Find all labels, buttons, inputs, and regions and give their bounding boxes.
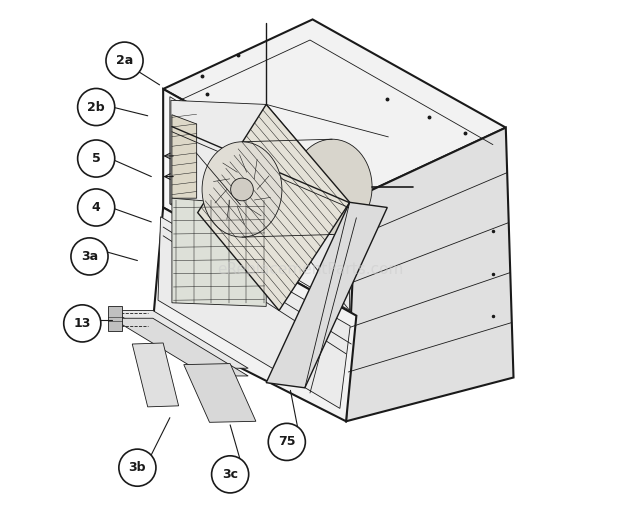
- Polygon shape: [153, 208, 356, 421]
- Text: 2a: 2a: [116, 54, 133, 67]
- Polygon shape: [112, 318, 248, 376]
- Polygon shape: [158, 217, 350, 408]
- Polygon shape: [198, 105, 350, 310]
- Text: 3b: 3b: [129, 461, 146, 474]
- Polygon shape: [170, 97, 350, 310]
- Polygon shape: [163, 19, 506, 197]
- Polygon shape: [108, 307, 122, 331]
- Text: 13: 13: [74, 317, 91, 330]
- Circle shape: [231, 178, 254, 201]
- Text: 3c: 3c: [222, 468, 238, 481]
- Circle shape: [71, 238, 108, 275]
- Text: 75: 75: [278, 436, 296, 449]
- Circle shape: [78, 89, 115, 125]
- Text: 2b: 2b: [87, 100, 105, 113]
- Polygon shape: [163, 89, 356, 315]
- Polygon shape: [172, 115, 197, 198]
- Ellipse shape: [202, 142, 282, 237]
- Circle shape: [119, 449, 156, 486]
- Text: 4: 4: [92, 201, 100, 214]
- Polygon shape: [171, 100, 266, 206]
- Polygon shape: [266, 203, 388, 388]
- Circle shape: [211, 456, 249, 493]
- Circle shape: [106, 42, 143, 79]
- Text: eReplacementParts.com: eReplacementParts.com: [217, 262, 403, 277]
- Polygon shape: [184, 364, 256, 422]
- Circle shape: [78, 140, 115, 177]
- Text: 5: 5: [92, 152, 100, 165]
- Polygon shape: [266, 105, 350, 310]
- Circle shape: [268, 423, 306, 461]
- Ellipse shape: [292, 139, 372, 235]
- Polygon shape: [112, 310, 248, 368]
- Polygon shape: [132, 343, 179, 407]
- Text: 3a: 3a: [81, 250, 98, 263]
- Circle shape: [78, 189, 115, 226]
- Polygon shape: [172, 198, 266, 307]
- Circle shape: [64, 305, 101, 342]
- Polygon shape: [346, 127, 513, 421]
